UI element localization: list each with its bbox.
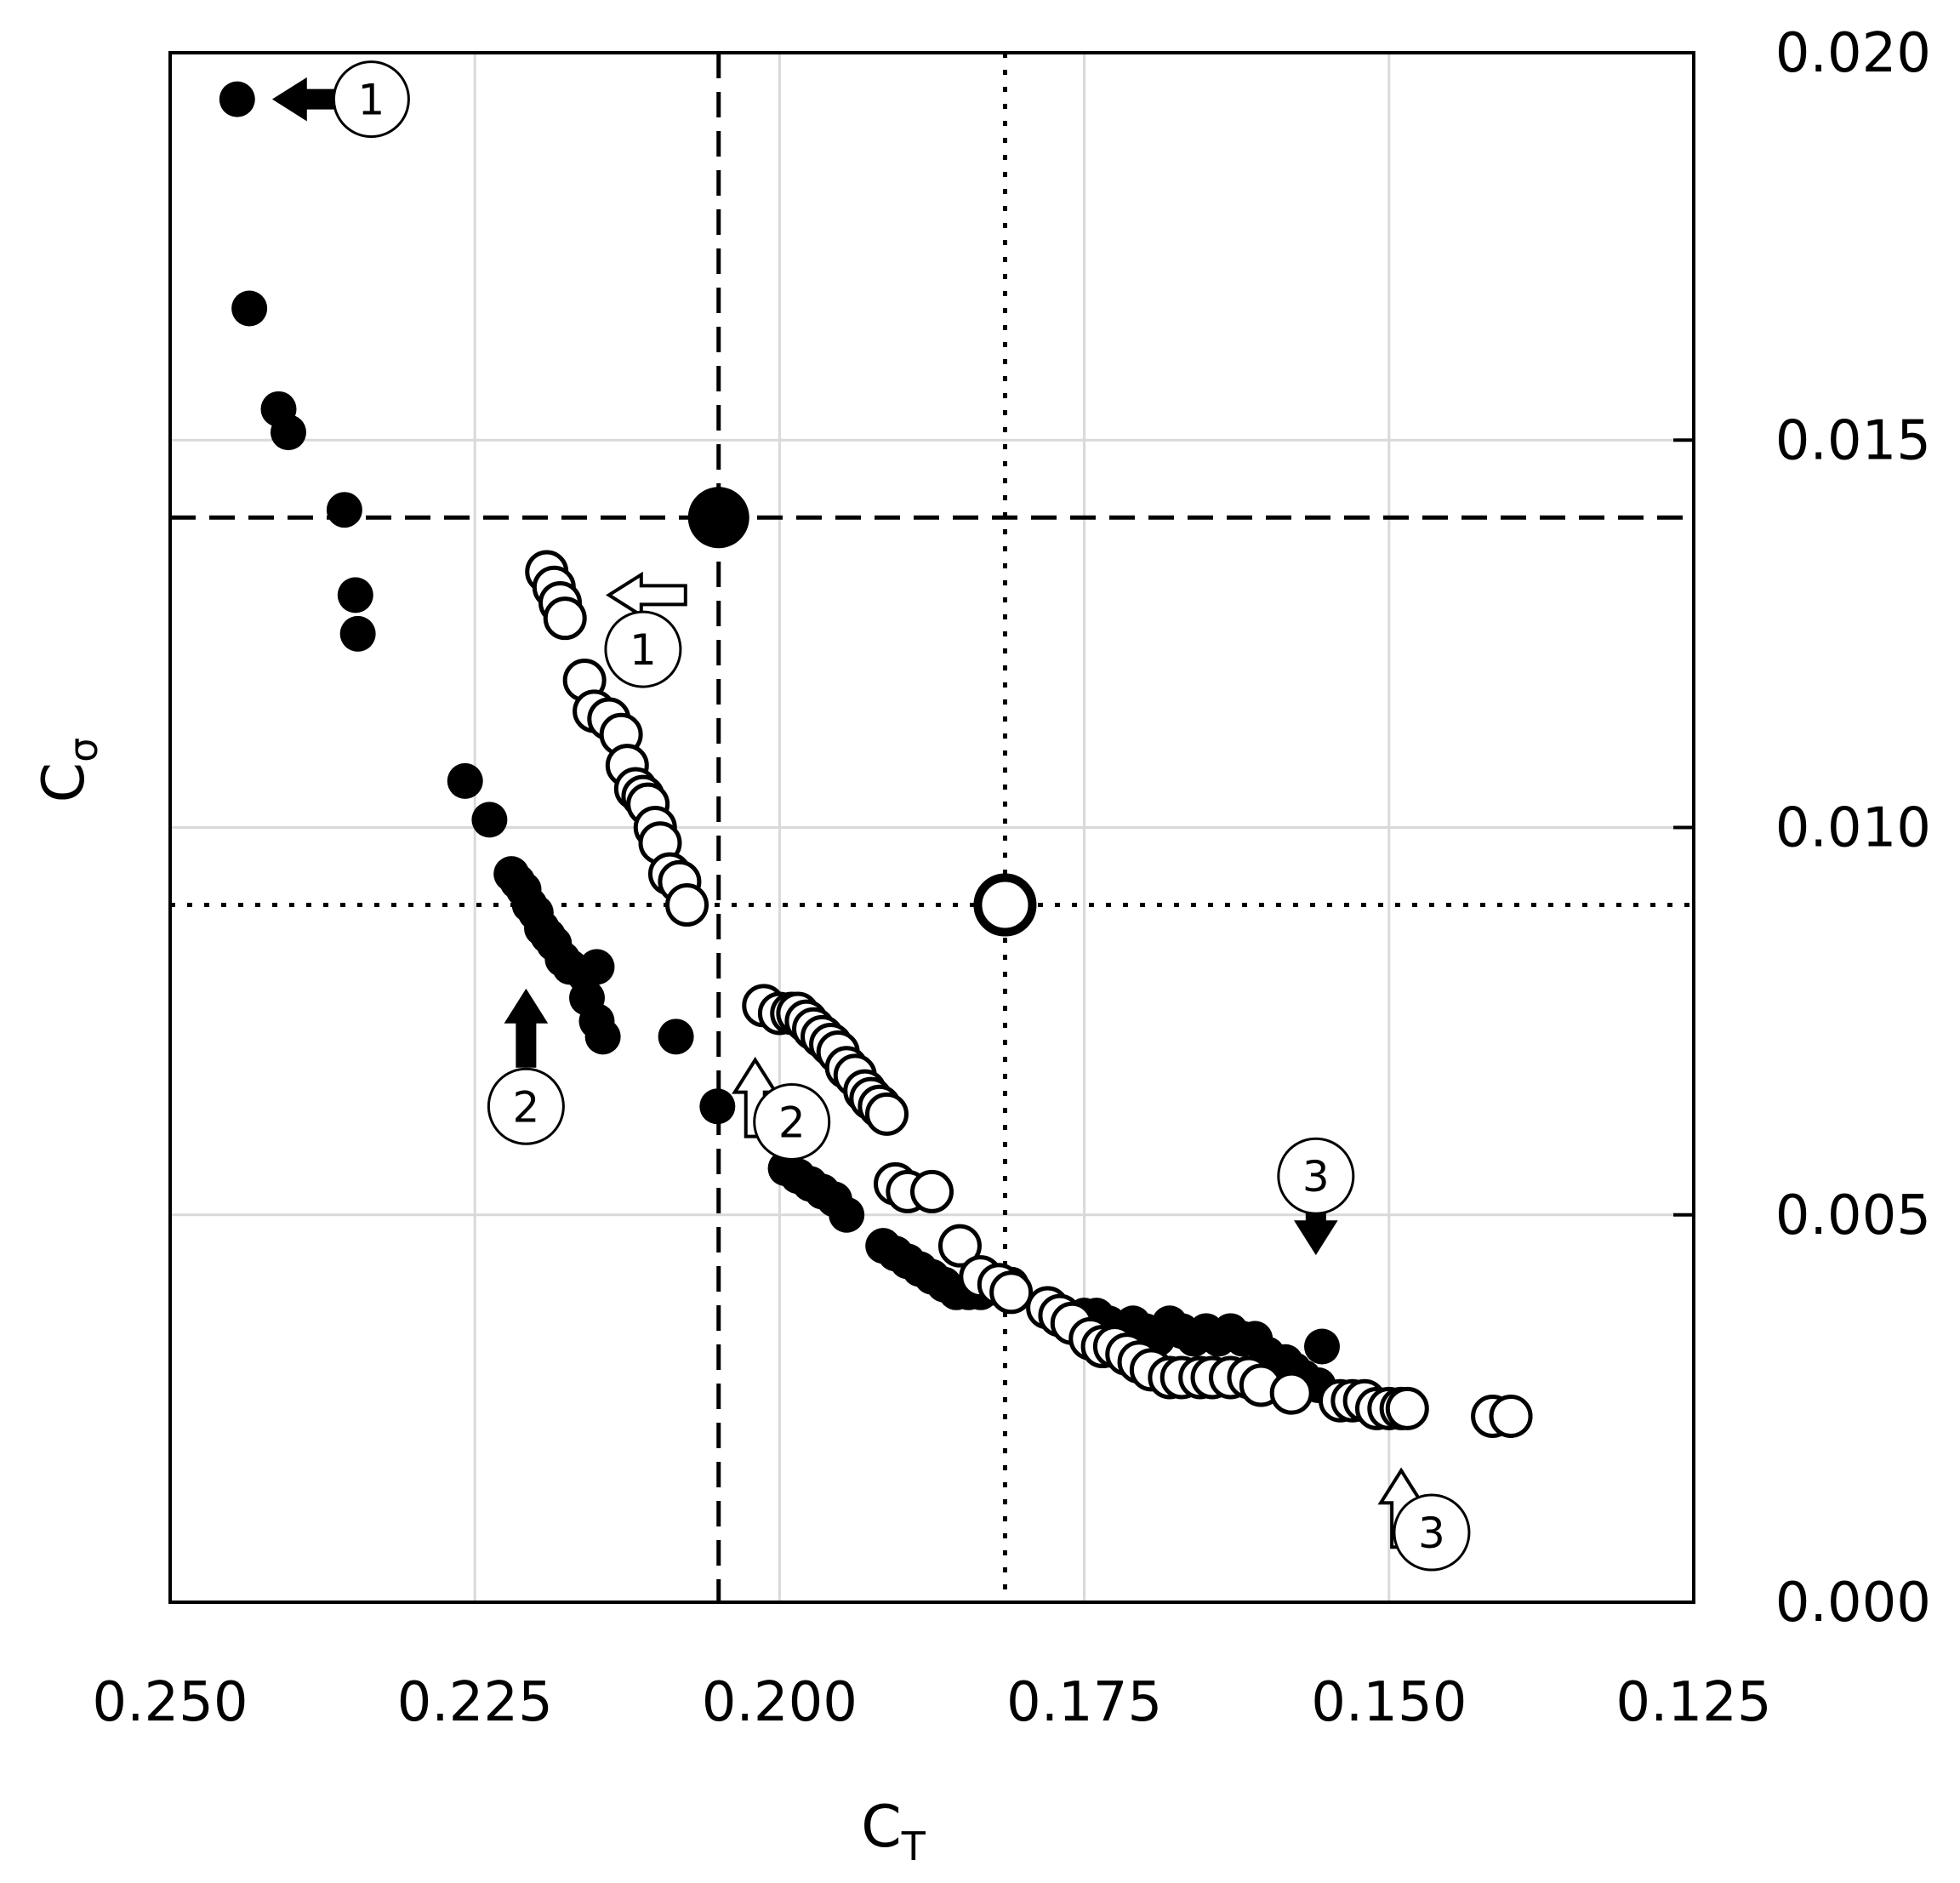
x-tick-label: 0.125 <box>1615 1671 1771 1734</box>
x-axis-title-sub: T <box>901 1823 926 1869</box>
highlight-points <box>687 487 1037 937</box>
open-point <box>1269 1371 1313 1415</box>
callout-arrow <box>504 988 549 1068</box>
callout-label: 2 <box>512 1082 539 1132</box>
open-point <box>665 883 709 927</box>
y-axis-title-sub: σ <box>60 738 106 762</box>
filled-point <box>584 1019 621 1055</box>
open-point <box>989 1270 1034 1315</box>
highlight-filled-point <box>687 487 749 549</box>
callout-circle <box>1393 1493 1471 1572</box>
y-axis-ticks: 0.000 0.005 0.010 0.015 0.020 <box>1673 22 1931 1635</box>
open-point <box>864 1092 909 1136</box>
callout-circle <box>487 1067 565 1145</box>
x-tick-label: 0.175 <box>1006 1671 1162 1734</box>
filled-point <box>270 414 306 451</box>
filled-point <box>231 290 268 327</box>
filled-point <box>339 615 376 652</box>
svg-text:CT: CT <box>861 1794 926 1869</box>
filled-point <box>578 949 615 985</box>
callout-label: 2 <box>778 1098 806 1147</box>
filled-point <box>219 81 255 117</box>
x-tick-label: 0.200 <box>702 1671 858 1734</box>
x-axis-title: CT <box>861 1794 926 1869</box>
y-tick-label: 0.005 <box>1775 1184 1931 1247</box>
callout-annotations: 1 1 2 2 3 3 <box>271 60 1471 1572</box>
svg-text:Cσ: Cσ <box>31 738 106 803</box>
callout-circle <box>1277 1137 1355 1215</box>
callout-label: 1 <box>630 625 657 675</box>
callout-circle <box>332 60 410 139</box>
y-tick-label: 0.000 <box>1775 1572 1931 1635</box>
open-point <box>937 1224 982 1268</box>
callout-label: 1 <box>358 76 385 125</box>
open-point <box>1489 1394 1533 1438</box>
filled-point <box>1303 1328 1340 1365</box>
y-tick-label: 0.015 <box>1775 409 1931 472</box>
highlight-open-point <box>973 873 1037 937</box>
open-point <box>910 1169 954 1213</box>
x-tick-label: 0.150 <box>1311 1671 1467 1734</box>
filled-point <box>471 802 508 838</box>
open-point <box>543 596 587 641</box>
reference-lines <box>170 53 1694 1602</box>
callout-label: 3 <box>1302 1152 1330 1201</box>
open-point <box>1385 1386 1429 1430</box>
open-series <box>525 550 1533 1438</box>
callout-label: 3 <box>1418 1509 1445 1558</box>
grid-lines <box>170 53 1694 1602</box>
x-axis-ticks: 0.250 0.225 0.200 0.175 0.150 0.125 <box>92 1671 1771 1734</box>
filled-point <box>337 577 373 613</box>
filled-point <box>699 1088 736 1125</box>
filled-point <box>829 1196 865 1233</box>
y-axis-title: Cσ <box>31 738 106 803</box>
callout-circle <box>753 1082 831 1161</box>
filled-point <box>658 1019 694 1055</box>
x-tick-label: 0.250 <box>92 1671 248 1734</box>
x-tick-label: 0.225 <box>397 1671 553 1734</box>
filled-point <box>447 762 483 799</box>
y-tick-label: 0.020 <box>1775 22 1931 85</box>
y-axis-title-main: C <box>31 762 98 802</box>
x-axis-title-main: C <box>861 1794 901 1861</box>
filled-point <box>326 492 362 528</box>
y-tick-label: 0.010 <box>1775 797 1931 860</box>
callout-circle <box>604 610 682 688</box>
